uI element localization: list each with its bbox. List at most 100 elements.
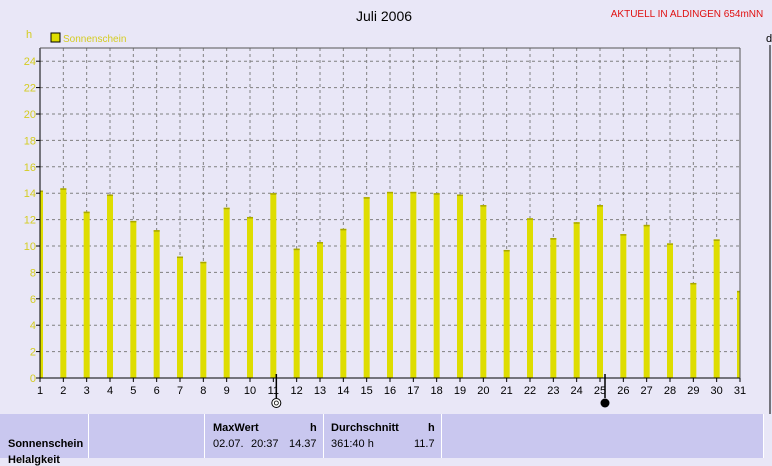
bar <box>200 261 207 378</box>
footer-label-panel: Sonnenschein Helalgkeit <box>0 414 89 466</box>
new-moon-icon <box>600 398 610 408</box>
y-tick-label: 0 <box>30 373 36 385</box>
first-quarter-moon-icon <box>271 398 282 408</box>
footer-row-label-sunshine: Sonnenschein <box>8 438 84 450</box>
x-tick-label: 18 <box>431 385 443 397</box>
x-tick-label: 13 <box>314 385 326 397</box>
bar <box>223 207 230 378</box>
bar <box>387 191 393 378</box>
bar <box>363 197 370 378</box>
bar <box>410 191 417 378</box>
footer-max-panel: MaxWert h 02.07. 20:37 14.37 <box>205 414 324 458</box>
station-label: AKTUELL IN ALDINGEN 654mNN <box>611 9 763 20</box>
moon-marker-inner <box>273 400 279 406</box>
bar <box>457 194 463 378</box>
bar-cap <box>130 220 137 223</box>
bar-cap <box>573 222 580 224</box>
x-tick-label: 10 <box>244 385 256 397</box>
y-tick-label: 14 <box>24 188 36 200</box>
x-tick-label: 28 <box>664 385 676 397</box>
bar-cap <box>200 261 207 264</box>
x-tick-label: 20 <box>477 385 489 397</box>
x-tick-label: 22 <box>524 385 536 397</box>
x-tick-label: 27 <box>641 385 653 397</box>
bar <box>573 222 580 378</box>
x-tick-label: 1 <box>37 385 43 397</box>
x-tick-label: 2 <box>60 385 66 397</box>
x-tick-label: 11 <box>268 385 279 397</box>
footer-avg-panel: Durchschnitt h 361:40 h 11.7 <box>324 414 442 458</box>
x-tick-label: 29 <box>687 385 699 397</box>
x-tick-label: 24 <box>571 385 583 397</box>
x-tick-label: 8 <box>200 385 206 397</box>
bar-cap <box>363 197 370 199</box>
x-tick-label: 23 <box>547 385 559 397</box>
x-tick-label: 31 <box>734 385 746 397</box>
bar-cap <box>690 282 697 285</box>
bar <box>317 242 323 378</box>
bar-cap <box>177 256 183 259</box>
bar-cap <box>107 194 113 197</box>
bar <box>690 282 697 378</box>
x-tick-label: 6 <box>154 385 160 397</box>
y-tick-label: 10 <box>24 241 36 253</box>
bar-cap <box>527 218 533 220</box>
bar <box>667 243 673 378</box>
bar-cap <box>480 205 487 207</box>
bar-cap <box>737 290 740 293</box>
chart-title: Juli 2006 <box>356 8 412 24</box>
x-tick-label: 12 <box>291 385 303 397</box>
legend-swatch <box>50 32 61 43</box>
bar-cap <box>620 234 627 236</box>
moon-markers <box>271 374 610 408</box>
bar <box>737 290 740 378</box>
bar-cap <box>387 191 393 194</box>
x-tick-label: 15 <box>361 385 373 397</box>
bar <box>293 248 300 378</box>
bar-cap <box>550 238 557 240</box>
bar-cap <box>340 228 347 231</box>
y-axis-unit: h <box>26 29 32 41</box>
bar <box>503 249 510 378</box>
bar-cap <box>317 242 323 244</box>
bars <box>40 188 740 378</box>
max-date: 02.07. <box>213 438 244 450</box>
bar-cap <box>713 239 720 241</box>
bar <box>597 205 603 378</box>
max-unit: h <box>310 422 317 434</box>
bar <box>177 256 183 378</box>
bar <box>270 193 277 378</box>
y-tick-label: 8 <box>30 267 36 279</box>
bar-cap <box>270 193 277 195</box>
x-tick-label: 7 <box>177 385 183 397</box>
max-time: 20:37 <box>251 438 279 450</box>
bar-cap <box>410 191 417 194</box>
x-tick-label: 30 <box>711 385 723 397</box>
bar <box>153 230 160 378</box>
bar <box>107 194 113 378</box>
bar <box>130 220 137 378</box>
legend-label: Sonnenschein <box>63 34 126 45</box>
x-tick-label: 21 <box>501 385 513 397</box>
avg-header: Durchschnitt <box>331 422 399 434</box>
bar <box>340 228 347 378</box>
y-tick-label: 4 <box>30 320 36 332</box>
bar <box>40 190 43 378</box>
y-tick-label: 6 <box>30 294 36 306</box>
bar-cap <box>83 211 90 214</box>
bar-cap <box>60 188 67 190</box>
x-tick-label: 9 <box>224 385 230 397</box>
bar <box>83 211 90 378</box>
bar-cap <box>667 243 673 245</box>
avg-value: 11.7 <box>414 438 435 450</box>
x-tick-label: 3 <box>84 385 90 397</box>
bar-cap <box>223 207 230 210</box>
bar <box>60 188 67 378</box>
avg-unit: h <box>428 422 435 434</box>
x-tick-label: 26 <box>617 385 629 397</box>
bar-cap <box>597 205 603 207</box>
bar <box>550 238 557 378</box>
bar <box>527 218 533 378</box>
x-tick-label: 5 <box>130 385 136 397</box>
